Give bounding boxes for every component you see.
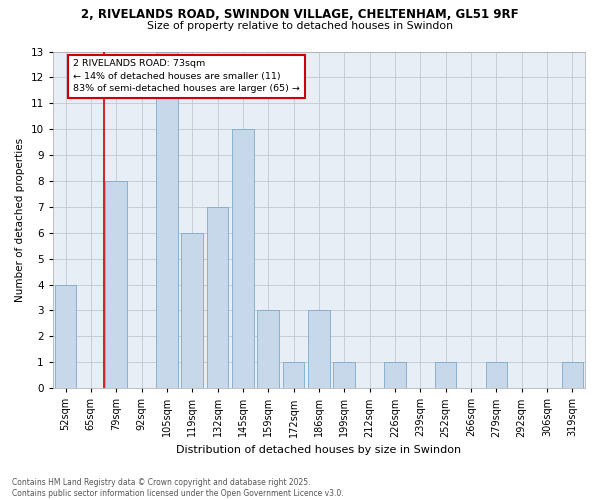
Bar bbox=[207, 207, 229, 388]
Y-axis label: Number of detached properties: Number of detached properties bbox=[15, 138, 25, 302]
Bar bbox=[435, 362, 457, 388]
Bar bbox=[106, 181, 127, 388]
Text: Size of property relative to detached houses in Swindon: Size of property relative to detached ho… bbox=[147, 21, 453, 31]
Text: 2 RIVELANDS ROAD: 73sqm
← 14% of detached houses are smaller (11)
83% of semi-de: 2 RIVELANDS ROAD: 73sqm ← 14% of detache… bbox=[73, 60, 300, 94]
X-axis label: Distribution of detached houses by size in Swindon: Distribution of detached houses by size … bbox=[176, 445, 461, 455]
Bar bbox=[334, 362, 355, 388]
Bar bbox=[485, 362, 507, 388]
Bar bbox=[156, 52, 178, 388]
Bar bbox=[283, 362, 304, 388]
Bar bbox=[181, 233, 203, 388]
Bar bbox=[384, 362, 406, 388]
Bar bbox=[232, 129, 254, 388]
Bar bbox=[562, 362, 583, 388]
Text: Contains HM Land Registry data © Crown copyright and database right 2025.
Contai: Contains HM Land Registry data © Crown c… bbox=[12, 478, 344, 498]
Bar bbox=[257, 310, 279, 388]
Bar bbox=[55, 284, 76, 388]
Text: 2, RIVELANDS ROAD, SWINDON VILLAGE, CHELTENHAM, GL51 9RF: 2, RIVELANDS ROAD, SWINDON VILLAGE, CHEL… bbox=[81, 8, 519, 20]
Bar bbox=[308, 310, 329, 388]
